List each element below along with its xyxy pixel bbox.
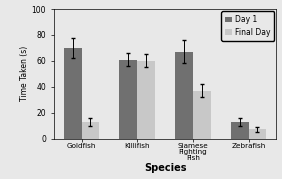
Bar <box>137 61 155 139</box>
Bar <box>193 91 211 139</box>
Bar <box>119 60 137 139</box>
Legend: Day 1, Final Day: Day 1, Final Day <box>221 11 274 41</box>
Y-axis label: Time Taken (s): Time Taken (s) <box>20 46 29 101</box>
Bar <box>175 52 193 139</box>
Bar <box>231 122 248 139</box>
Bar <box>81 122 99 139</box>
Bar <box>64 48 81 139</box>
Bar <box>248 129 266 139</box>
X-axis label: Species: Species <box>144 163 186 173</box>
